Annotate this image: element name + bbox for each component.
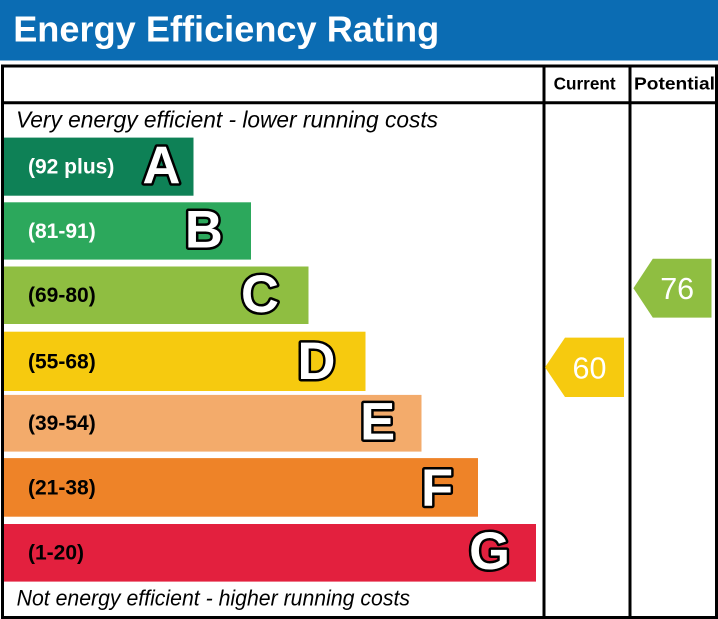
svg-text:(21-38): (21-38) — [28, 476, 96, 499]
svg-text:G: G — [469, 522, 510, 581]
svg-text:(92 plus): (92 plus) — [28, 156, 114, 179]
svg-text:(1-20): (1-20) — [28, 542, 84, 565]
svg-text:(69-80): (69-80) — [28, 284, 96, 307]
svg-text:F: F — [421, 459, 453, 518]
svg-text:A: A — [143, 137, 181, 196]
svg-text:(39-54): (39-54) — [28, 412, 96, 435]
svg-text:B: B — [185, 201, 223, 260]
svg-text:Not energy efficient - higher: Not energy efficient - higher running co… — [17, 586, 410, 611]
svg-text:(81-91): (81-91) — [28, 220, 96, 243]
svg-text:Energy Efficiency Rating: Energy Efficiency Rating — [13, 9, 439, 50]
svg-text:C: C — [241, 265, 279, 324]
svg-text:Potential: Potential — [634, 73, 715, 93]
svg-text:76: 76 — [660, 272, 694, 306]
svg-text:D: D — [298, 332, 336, 391]
svg-text:(55-68): (55-68) — [28, 350, 96, 373]
svg-text:Current: Current — [554, 73, 616, 93]
svg-text:60: 60 — [573, 351, 607, 385]
svg-text:Very energy efficient - lower: Very energy efficient - lower running co… — [16, 107, 438, 133]
svg-text:E: E — [360, 393, 395, 452]
